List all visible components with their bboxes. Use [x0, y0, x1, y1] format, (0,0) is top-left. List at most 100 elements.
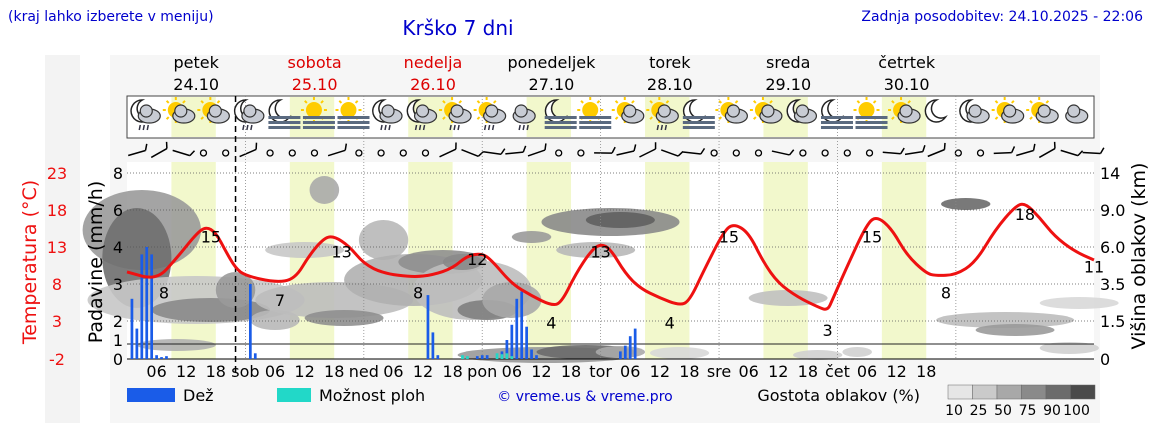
wind-barb-icon [150, 141, 168, 159]
hour-tick: 18 [916, 362, 936, 381]
day-abbr-tick: sre [707, 362, 731, 381]
wind-feather [943, 142, 946, 150]
fog-icon [855, 121, 888, 124]
sun-ray [614, 100, 619, 104]
day-name: ponedeljek [507, 53, 596, 72]
moon-fog-icon [268, 99, 301, 129]
temperature-tick: 3 [52, 312, 62, 331]
wind-shaft [616, 150, 635, 156]
wind-calm-icon [865, 149, 874, 157]
fog-icon [820, 116, 853, 119]
moon-cloud-rain-icon [406, 99, 438, 131]
rain-bar [253, 353, 257, 359]
temperature-label: 4 [546, 313, 556, 332]
wind-feather [344, 143, 348, 151]
cloud-height-tick: 3.5 [1100, 275, 1125, 294]
day-date: 26.10 [410, 75, 456, 94]
sun-ray [442, 116, 446, 120]
temperature-labels: 8 15 7 13 8 12 4 13 4 15 3 15 8 18 11 [159, 205, 1104, 340]
fog-icon [268, 126, 301, 129]
sun-ray [891, 116, 895, 120]
cloud-icon-puff [726, 104, 740, 118]
wind-barb-icon [1016, 143, 1036, 157]
temperature-tick: -2 [49, 350, 65, 369]
wind-barb-icon [172, 149, 196, 157]
rain-bar [633, 328, 637, 359]
sun-ray [458, 100, 462, 104]
temperature-label: 11 [1084, 257, 1104, 276]
cloud-icon-puff [208, 104, 222, 118]
day-abbr-tick: pon [467, 362, 497, 381]
cloud-icon [1065, 104, 1089, 124]
rain-bar [515, 298, 519, 359]
wind-feather [544, 143, 547, 151]
sun-ray [907, 100, 911, 104]
sun-ray [338, 100, 343, 104]
wind-shaft [128, 149, 146, 157]
wind-calm-icon [288, 149, 296, 157]
cloud-icon-puff [1067, 104, 1081, 118]
hour-tick: 18 [798, 362, 818, 381]
wind-barb-icon [682, 147, 706, 155]
hour-tick: 12 [768, 362, 788, 381]
density-swatch [972, 384, 998, 400]
credit-link[interactable]: © vreme.us & vreme.pro [497, 389, 672, 405]
cloud-blob [250, 310, 300, 330]
fog-icon [855, 126, 888, 129]
cloud-icon-puff [968, 104, 982, 118]
wind-feather [189, 150, 196, 157]
wind-barb-icon [660, 149, 684, 157]
fog-icon [579, 121, 612, 124]
hour-tick: 06 [620, 362, 640, 381]
cloud-icon-puff [174, 104, 188, 118]
temperature-line [126, 202, 1095, 311]
rain-icon [250, 124, 253, 131]
rain-bar [520, 291, 524, 359]
rain-icon [457, 124, 460, 131]
rain-icon [660, 124, 664, 131]
rain-icon [491, 124, 495, 131]
temperature-tick: 23 [47, 164, 67, 183]
sun-ray [665, 100, 670, 104]
wind-shaft [150, 147, 168, 159]
wind-calm-icon [377, 149, 385, 157]
temperature-label: 15 [719, 228, 739, 247]
sun-ray [753, 116, 757, 120]
wind-feather [165, 141, 168, 149]
rain-bar [140, 254, 144, 359]
sun-ray [994, 116, 999, 120]
day-date: 30.10 [884, 75, 930, 94]
sun-ray [354, 100, 359, 104]
precipitation-tick: 0 [113, 350, 123, 369]
legend-storm-swatch [277, 388, 311, 402]
precipitation-tick: 6 [113, 201, 123, 220]
rain-bar [436, 355, 440, 359]
rain-icon [518, 124, 521, 131]
hour-tick: 06 [146, 362, 166, 381]
hour-tick: 06 [738, 362, 758, 381]
sun-ray [891, 100, 895, 104]
hour-tick: 06 [857, 362, 877, 381]
hour-tick: 06 [502, 362, 522, 381]
wind-feather [633, 144, 637, 152]
moon-cloud-icon [786, 99, 818, 124]
gridlines [127, 96, 1094, 372]
cloud-blob [309, 176, 340, 204]
left-axis-panel [45, 55, 80, 423]
sun-icon [305, 102, 322, 118]
storm-bar [461, 355, 464, 359]
rain-bar [155, 355, 158, 359]
fog-icon [682, 121, 715, 124]
legend-storm-label: Možnost ploh [319, 386, 425, 405]
sun-cloud-icon [888, 97, 921, 124]
wind-barb-icon [483, 148, 506, 155]
density-label: 90 [1043, 403, 1061, 419]
density-swatch [996, 384, 1022, 400]
rain-icon [242, 124, 245, 131]
cloud-rain-icon [512, 104, 536, 131]
hint-text[interactable]: (kraj lahko izberete v meniju) [8, 9, 214, 25]
sun-cloud-rain-icon [473, 97, 507, 131]
rain-icon [418, 124, 422, 131]
sun-ray [476, 100, 481, 104]
